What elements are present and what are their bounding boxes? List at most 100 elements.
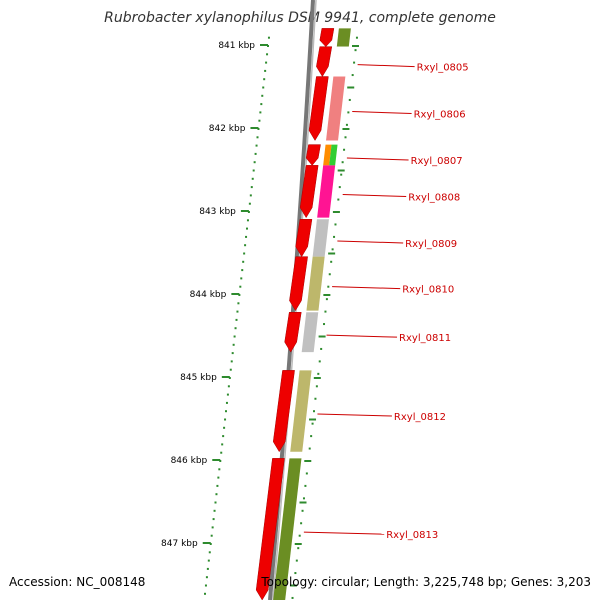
guide-tick <box>332 211 340 213</box>
guide-tick <box>328 252 336 255</box>
ruler-dot <box>258 119 261 122</box>
ruler-dot <box>215 493 218 496</box>
guide-dot <box>331 248 334 251</box>
gene-label: Rxyl_0811 <box>399 333 451 344</box>
ruler-dot <box>210 534 213 537</box>
gene-leader-line <box>342 193 407 197</box>
guide-dot <box>338 186 341 189</box>
guide-dot <box>324 310 327 313</box>
guide-dot <box>320 347 323 350</box>
ruler-dot <box>241 269 244 272</box>
gene-arrow <box>255 458 285 600</box>
ruler-tick-label: 843 kbp <box>199 207 236 217</box>
guide-dot <box>308 447 311 450</box>
ruler-tick <box>231 293 240 295</box>
ruler-dot <box>252 169 255 172</box>
ruler-dot <box>212 518 215 521</box>
guide-dot <box>298 534 301 537</box>
accession-label: Accession: NC_008148 <box>9 575 146 589</box>
ruler-dot <box>204 592 207 595</box>
ruler-dot <box>267 36 270 39</box>
ruler-dot <box>265 61 268 64</box>
ruler-dot <box>266 53 269 56</box>
ruler-dot <box>243 252 246 255</box>
topology-label: Topology: circular; Length: 3,225,748 bp… <box>261 575 591 589</box>
gene-leader-line <box>332 286 401 290</box>
ruler-tick <box>202 542 211 544</box>
ruler-dot <box>216 484 219 487</box>
ruler-dot <box>251 177 254 180</box>
ruler-dot <box>232 343 235 346</box>
guide-tick <box>309 418 317 421</box>
ruler-dot <box>229 368 232 371</box>
ruler-dot <box>222 435 225 438</box>
gene-arrow <box>316 46 333 78</box>
ruler-tick <box>212 459 221 461</box>
gene-label: Rxyl_0810 <box>402 285 454 296</box>
guide-dot <box>314 397 317 400</box>
gene-arrow <box>284 312 302 353</box>
guide-tick <box>304 460 312 462</box>
gene-leader-line <box>317 413 392 417</box>
ruler-dot <box>208 551 211 554</box>
ruler-dot <box>214 501 217 504</box>
ruler-tick-label: 842 kbp <box>209 124 246 134</box>
ruler-dot <box>254 152 257 155</box>
gene-box <box>329 144 338 166</box>
guide-dot <box>343 148 346 151</box>
ruler-dot <box>234 327 237 330</box>
gene-arrow <box>272 370 295 453</box>
gene-leader-line <box>337 240 404 244</box>
gene-label: Rxyl_0809 <box>405 239 457 250</box>
ruler-dot <box>246 219 249 222</box>
guide-dot <box>337 198 340 201</box>
gene-arrow <box>295 219 313 258</box>
ruler-tick-label: 845 kbp <box>180 373 217 383</box>
guide-dot <box>355 36 358 39</box>
ruler-dot <box>256 136 259 139</box>
guide-dot <box>348 98 351 101</box>
gene-label: Rxyl_0808 <box>408 192 460 203</box>
guide-dot <box>304 484 307 487</box>
ruler-dot <box>207 559 210 562</box>
ruler-dot <box>260 103 263 106</box>
guide-dot <box>300 522 303 525</box>
guide-dot <box>333 235 336 238</box>
gene-box <box>336 28 351 47</box>
gene-arrow <box>289 256 308 312</box>
guide-dot <box>345 123 348 126</box>
ruler-dot <box>263 78 266 81</box>
guide-tick <box>342 128 350 130</box>
ruler-dot <box>227 385 230 388</box>
guide-dot <box>328 273 331 276</box>
guide-dot <box>347 111 350 114</box>
ruler-tick-label: 846 kbp <box>171 456 208 466</box>
guide-tick <box>352 45 359 47</box>
ruler-dot <box>249 194 252 197</box>
ruler-dot <box>248 202 251 205</box>
gene-arrow <box>305 144 321 166</box>
guide-tick <box>289 584 297 587</box>
ruler-dot <box>220 451 223 454</box>
guide-dot <box>325 298 328 301</box>
ruler-dot <box>236 310 239 313</box>
ruler-dot <box>255 144 258 147</box>
guide-tick <box>318 335 326 338</box>
ruler-dot <box>213 509 216 512</box>
ruler-tick <box>260 44 268 46</box>
ruler-dot <box>204 584 207 587</box>
guide-dot <box>318 360 321 363</box>
gene-box <box>326 76 346 141</box>
ruler-dot <box>253 161 256 164</box>
gene-box <box>312 219 329 257</box>
guide-dot <box>297 547 300 550</box>
ruler-dot <box>217 476 220 479</box>
ruler-dot <box>224 418 227 421</box>
gene-box <box>273 458 302 600</box>
guide-tick <box>294 543 302 545</box>
gene-leader-line <box>326 334 398 338</box>
guide-dot <box>313 410 316 413</box>
guide-dot <box>330 260 333 263</box>
ruler-dot <box>239 285 242 288</box>
